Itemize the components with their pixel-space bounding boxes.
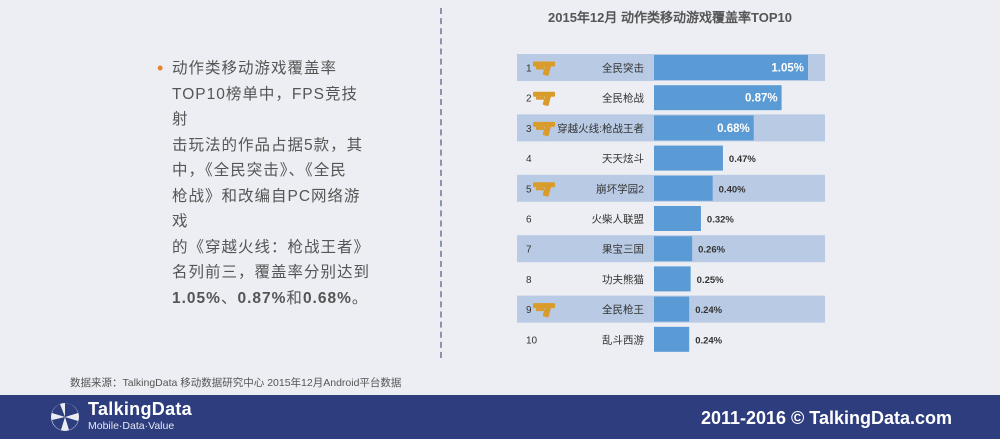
summary-line: 中，《全民突击》、《全民 bbox=[172, 162, 347, 179]
bar bbox=[654, 145, 723, 171]
rank-label: 10 bbox=[526, 335, 538, 346]
talkingdata-logo-icon bbox=[51, 403, 79, 431]
rank-label: 2 bbox=[526, 94, 532, 105]
highlight-value: 0.87% bbox=[237, 289, 287, 307]
value-label: 0.40% bbox=[719, 184, 746, 195]
pistol-icon bbox=[533, 303, 555, 318]
category-label: 火柴人联盟 bbox=[592, 213, 645, 226]
summary-text: 动作类移动游戏覆盖率 TOP10榜单中，FPS竞技射 击玩法的作品占据5款，其 … bbox=[172, 56, 372, 311]
bar bbox=[654, 296, 690, 322]
value-label: 0.68% bbox=[717, 123, 750, 135]
category-label: 穿越火线:枪战王者 bbox=[557, 122, 644, 135]
category-label: 果宝三国 bbox=[602, 243, 644, 256]
bar bbox=[654, 326, 690, 352]
value-label: 0.25% bbox=[697, 275, 724, 286]
rank-label: 4 bbox=[526, 154, 532, 165]
data-source: 数据来源：TalkingData 移动数据研究中心 2015年12月Androi… bbox=[70, 377, 402, 389]
category-label: 全民突击 bbox=[602, 62, 644, 75]
brand-tagline: Mobile·Data·Value bbox=[88, 420, 175, 432]
dashed-divider bbox=[440, 8, 442, 358]
category-label: 全民枪王 bbox=[602, 303, 644, 316]
rank-label: 9 bbox=[526, 305, 532, 316]
category-label: 天天炫斗 bbox=[602, 152, 644, 165]
pistol-icon bbox=[533, 121, 555, 137]
value-label: 0.32% bbox=[707, 215, 734, 226]
value-label: 0.47% bbox=[729, 154, 756, 165]
pistol-icon bbox=[533, 91, 555, 107]
bar bbox=[654, 115, 754, 141]
rank-label: 6 bbox=[526, 215, 532, 226]
pistol-icon bbox=[533, 61, 555, 76]
value-label: 0.24% bbox=[695, 335, 722, 346]
pistol-icon bbox=[533, 182, 555, 197]
category-label: 功夫熊猫 bbox=[602, 273, 644, 286]
rank-label: 8 bbox=[526, 275, 532, 286]
summary-line: 名列前三，覆盖率分别达到 bbox=[172, 264, 371, 281]
value-label: 1.05% bbox=[771, 63, 804, 75]
summary-line: 的《穿越火线：枪战王者》 bbox=[172, 238, 371, 256]
bullet-dot: • bbox=[157, 58, 164, 78]
summary-line: TOP10榜单中，FPS竞技射 bbox=[172, 85, 358, 129]
summary-line: 击玩法的作品占据5款，其 bbox=[172, 136, 364, 154]
category-label: 全民枪战 bbox=[602, 92, 644, 105]
bar-chart: 1 全民突击 1.05% 2 全民枪战 0.87% 3 穿越火线:枪战王者 0.68% 4 天天炫斗… bbox=[517, 54, 825, 352]
summary-line: 动作类移动游戏覆盖率 bbox=[172, 60, 338, 77]
bar bbox=[654, 55, 808, 80]
summary-line: 1.05%、0.87%和0.68%。 bbox=[172, 286, 372, 312]
value-label: 0.24% bbox=[695, 305, 722, 316]
bar bbox=[654, 266, 691, 292]
category-label: 崩坏学园2 bbox=[596, 182, 644, 195]
value-label: 0.87% bbox=[745, 93, 778, 105]
chart-title: 2015年12月 动作类移动游戏覆盖率TOP10 bbox=[548, 10, 792, 25]
bar bbox=[654, 206, 701, 231]
summary-sep: 、 bbox=[220, 289, 238, 307]
brand-name: TalkingData bbox=[88, 399, 192, 419]
summary-sep: 和 bbox=[286, 289, 303, 307]
highlight-value: 1.05% bbox=[172, 289, 221, 307]
bar bbox=[654, 175, 713, 201]
bar bbox=[654, 85, 782, 111]
footer-bar bbox=[0, 395, 1000, 439]
category-label: 乱斗西游 bbox=[602, 333, 644, 346]
value-label: 0.26% bbox=[698, 245, 725, 256]
rank-label: 1 bbox=[526, 64, 532, 75]
highlight-value: 0.68% bbox=[302, 289, 352, 307]
rank-label: 3 bbox=[526, 124, 532, 135]
rank-label: 7 bbox=[526, 245, 532, 256]
bar bbox=[654, 236, 693, 262]
summary-sep: 。 bbox=[351, 289, 369, 307]
summary-line: 枪战》和改编自PC网络游戏 bbox=[172, 187, 361, 231]
rank-label: 5 bbox=[526, 184, 532, 195]
copyright-text: 2011-2016 © TalkingData.com bbox=[700, 408, 952, 428]
